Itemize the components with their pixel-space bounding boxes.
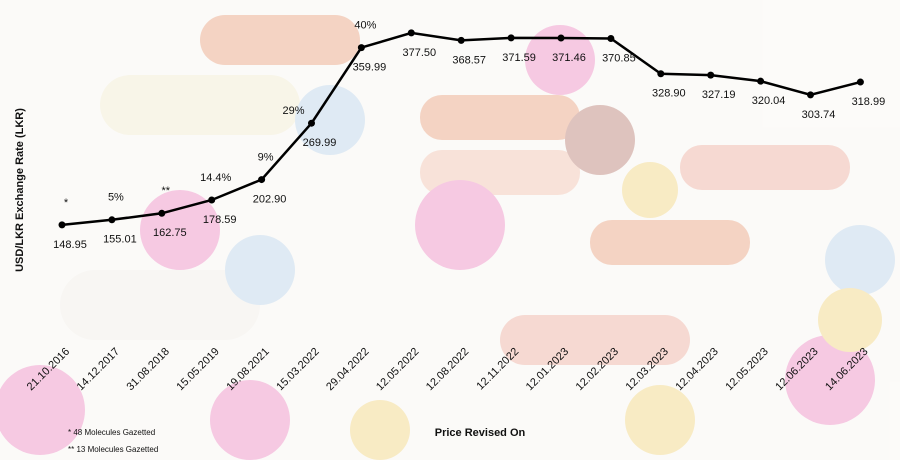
value-label: 370.85 xyxy=(602,52,636,64)
value-label: 359.99 xyxy=(353,62,387,74)
footnote: * 48 Molecules Gazetted xyxy=(68,428,155,437)
value-label: 328.90 xyxy=(652,88,686,100)
annotation: 40% xyxy=(354,20,376,32)
annotation: 5% xyxy=(108,192,124,204)
value-label: 162.75 xyxy=(153,227,187,239)
x-axis-title: Price Revised On xyxy=(435,427,526,439)
point xyxy=(407,29,415,37)
value-label: 318.99 xyxy=(852,96,886,108)
point xyxy=(308,119,315,127)
value-label: 178.59 xyxy=(203,214,237,226)
value-label: 303.74 xyxy=(802,109,836,121)
point xyxy=(657,70,665,78)
value-label: 377.50 xyxy=(402,47,436,59)
footnote: ** 13 Molecules Gazetted xyxy=(68,445,158,454)
value-label: 320.04 xyxy=(752,95,786,107)
value-label: 148.95 xyxy=(53,239,87,251)
annotation: 29% xyxy=(282,105,304,117)
y-axis-title: USD/LKR Exchange Rate (LKR) xyxy=(14,108,26,272)
point xyxy=(807,91,814,99)
point xyxy=(258,176,266,184)
point xyxy=(208,196,216,204)
point xyxy=(108,216,116,224)
value-label: 327.19 xyxy=(702,89,736,101)
point xyxy=(557,34,565,42)
value-label: 371.46 xyxy=(552,52,586,64)
point xyxy=(856,78,864,86)
point xyxy=(507,34,515,42)
value-label: 202.90 xyxy=(253,193,287,205)
value-label: 368.57 xyxy=(452,54,486,66)
value-label: 269.99 xyxy=(303,137,337,149)
value-label: 371.59 xyxy=(502,52,536,64)
point xyxy=(457,36,465,44)
point xyxy=(158,209,166,217)
annotation: 9% xyxy=(258,151,274,163)
point xyxy=(607,34,615,42)
point xyxy=(707,71,715,79)
point xyxy=(357,44,365,52)
annotation: * xyxy=(64,197,69,209)
value-label: 155.01 xyxy=(103,234,137,246)
point xyxy=(58,221,66,229)
annotation: ** xyxy=(162,185,171,197)
annotation: 14.4% xyxy=(200,172,231,184)
point xyxy=(757,77,765,85)
